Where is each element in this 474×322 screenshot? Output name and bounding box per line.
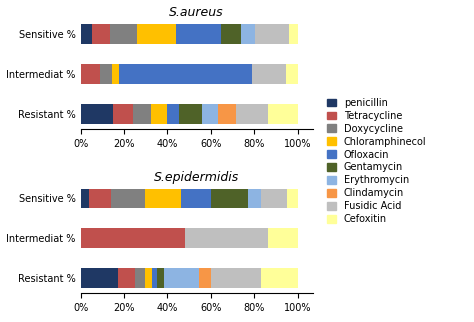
Bar — [111, 188, 145, 208]
Bar — [286, 188, 298, 208]
Bar — [110, 24, 137, 44]
Bar — [241, 24, 255, 44]
Bar — [135, 268, 145, 288]
Bar — [236, 104, 268, 124]
Bar — [112, 104, 133, 124]
Bar — [181, 188, 211, 208]
Bar — [151, 104, 167, 124]
Bar — [221, 24, 241, 44]
Bar — [252, 64, 286, 84]
Bar — [211, 188, 247, 208]
Bar — [201, 104, 218, 124]
Legend: penicillin, Tetracycline, Doxycycline, Chloramphinecol, Ofloxacin, Gentamycin, E: penicillin, Tetracycline, Doxycycline, C… — [327, 98, 426, 224]
Bar — [167, 104, 179, 124]
Bar — [81, 24, 92, 44]
Bar — [81, 228, 185, 248]
Bar — [164, 268, 199, 288]
Bar — [145, 188, 181, 208]
Bar — [81, 268, 118, 288]
Bar — [199, 268, 211, 288]
Bar — [185, 228, 268, 248]
Bar — [255, 24, 289, 44]
Bar — [175, 24, 221, 44]
Bar — [112, 64, 119, 84]
Bar — [261, 268, 298, 288]
Bar — [81, 104, 112, 124]
Bar — [92, 24, 110, 44]
Bar — [286, 64, 298, 84]
Bar — [89, 188, 111, 208]
Bar — [118, 268, 135, 288]
Bar — [81, 188, 89, 208]
Title: S.epidermidis: S.epidermidis — [154, 171, 239, 184]
Bar — [247, 188, 262, 208]
Bar — [100, 64, 112, 84]
Bar — [81, 64, 100, 84]
Bar — [119, 64, 252, 84]
Bar — [211, 268, 261, 288]
Bar — [145, 268, 152, 288]
Bar — [152, 268, 157, 288]
Bar — [262, 188, 286, 208]
Bar — [289, 24, 298, 44]
Bar — [218, 104, 236, 124]
Bar — [268, 228, 298, 248]
Bar — [133, 104, 151, 124]
Bar — [157, 268, 164, 288]
Title: S.aureus: S.aureus — [169, 6, 224, 19]
Bar — [137, 24, 175, 44]
Bar — [268, 104, 298, 124]
Bar — [179, 104, 201, 124]
